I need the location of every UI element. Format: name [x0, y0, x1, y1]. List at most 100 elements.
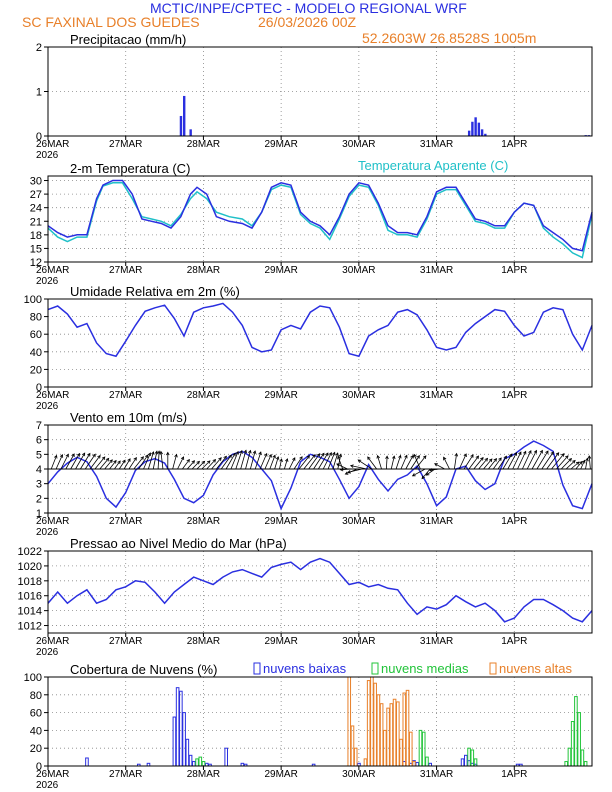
- wind-arrow-head: [316, 453, 321, 457]
- wind-arrow: [196, 461, 205, 470]
- wind-arrow-head: [498, 457, 502, 461]
- wind-arrow-head: [109, 459, 113, 463]
- wind-arrow-head: [339, 467, 344, 472]
- wind-arrow: [225, 453, 236, 470]
- wind-arrow: [412, 468, 426, 477]
- wind-arrow: [580, 460, 586, 470]
- temp-line: [47, 179, 593, 252]
- cloud-bar-1: [464, 754, 468, 767]
- wind-arrow: [483, 458, 493, 470]
- wind-arrow: [531, 450, 543, 470]
- wind-arrow: [279, 458, 282, 470]
- wind-arrow: [172, 454, 177, 470]
- x-tick-label: 26MAR: [36, 636, 69, 647]
- panel-4: [44, 424, 593, 517]
- wind-arrow: [55, 454, 63, 470]
- wind-arrow-head: [428, 468, 433, 472]
- x-tick-label: 1APR: [501, 636, 527, 647]
- wind-arrow: [80, 453, 91, 470]
- wind-arrow: [274, 456, 279, 470]
- cloud-bar-3: [379, 703, 384, 767]
- wind-arrow-head: [422, 455, 427, 459]
- cloud-bar-3: [386, 707, 390, 767]
- wind-arrow-head: [470, 454, 474, 458]
- wind-arrow-head: [268, 453, 272, 458]
- series-line: [47, 440, 593, 511]
- x-tick-label: 1APR: [501, 390, 527, 401]
- wind-arrow: [50, 455, 57, 470]
- wind-arrow: [429, 468, 440, 471]
- wind-arrow-head: [151, 451, 155, 455]
- wind-arrow: [327, 452, 336, 470]
- wind-arrow-head: [264, 452, 268, 457]
- precip-bar: [183, 95, 186, 136]
- wind-arrow: [133, 456, 144, 470]
- cloud-bar-3: [363, 758, 368, 767]
- wind-arrow: [575, 461, 583, 470]
- cloud-bar-3: [399, 738, 403, 767]
- x-tick-label: 26MAR: [36, 516, 69, 527]
- wind-arrow-head: [488, 458, 493, 463]
- wind-arrow-head: [575, 461, 580, 466]
- y-tick-label: 0: [36, 131, 42, 143]
- cloud-bar-1: [224, 747, 228, 767]
- cloud-bar-2: [567, 747, 572, 767]
- cloud-bar-1: [175, 687, 180, 767]
- wind-arrow: [293, 456, 303, 470]
- x-tick-label: 30MAR: [342, 769, 375, 780]
- cloud-bar-1: [188, 754, 193, 767]
- x-tick-label: 26MAR: [36, 139, 69, 150]
- panel-title: Cobertura de Nuvens (%): [70, 662, 217, 677]
- cloud-bar-2: [570, 721, 575, 767]
- x-tick-label: 26MAR: [36, 390, 69, 401]
- wind-arrow-head: [357, 459, 362, 463]
- wind-arrow: [526, 450, 537, 470]
- wind-arrow: [60, 454, 69, 470]
- wind-arrow-head: [349, 464, 354, 468]
- precip-bar: [484, 133, 487, 136]
- x-tick-label: 31MAR: [420, 516, 453, 527]
- wind-arrow: [264, 454, 272, 470]
- wind-arrow: [322, 452, 332, 470]
- wind-arrow: [254, 451, 262, 470]
- cloud-bar-3: [353, 747, 358, 767]
- wind-arrow: [211, 457, 222, 470]
- wind-arrow-head: [180, 456, 185, 461]
- cloud-bar-1: [185, 738, 190, 767]
- x-tick-label: 28MAR: [187, 390, 220, 401]
- wind-arrow: [522, 450, 532, 470]
- wind-arrow-head: [174, 453, 178, 458]
- wind-arrow-head: [398, 454, 402, 459]
- wind-arrow: [443, 457, 450, 470]
- wind-arrow-head: [279, 458, 283, 463]
- cloud-bar-3: [402, 692, 407, 767]
- y-tick-label: 18: [30, 230, 42, 242]
- wind-arrow-head: [421, 475, 426, 480]
- panel-2: [44, 175, 593, 266]
- wind-arrow-head: [312, 454, 316, 458]
- x-tick-label: 31MAR: [420, 636, 453, 647]
- wind-arrow: [201, 460, 211, 470]
- precip-bar: [471, 121, 474, 136]
- wind-arrow: [337, 456, 344, 470]
- x-year-label: 2026: [36, 150, 59, 161]
- cloud-bar-3: [370, 676, 374, 767]
- cloud-bar-1: [415, 761, 420, 767]
- wind-arrow: [118, 460, 126, 470]
- wind-arrow-head: [206, 460, 211, 464]
- wind-arrow: [473, 457, 484, 470]
- legend-swatch-1: [253, 662, 261, 675]
- wind-arrow: [336, 463, 348, 470]
- x-tick-label: 26MAR: [36, 769, 69, 780]
- wind-arrow-head: [101, 456, 106, 460]
- y-tick-label: 1: [36, 87, 42, 99]
- wind-arrow: [400, 455, 408, 470]
- cloud-bar-2: [421, 731, 426, 767]
- y-tick-label: 4: [36, 464, 42, 476]
- wind-arrow: [502, 453, 513, 470]
- wind-arrow: [89, 455, 101, 470]
- wind-arrow: [385, 456, 388, 470]
- x-year-label: 2026: [36, 401, 59, 412]
- cloud-bar-3: [392, 698, 397, 767]
- wind-arrow-head: [275, 456, 280, 460]
